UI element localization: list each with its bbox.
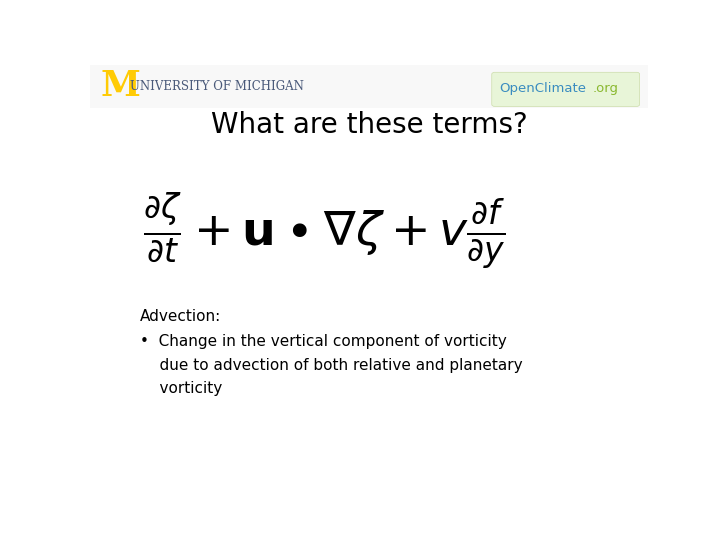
Text: M: M [100,70,140,104]
FancyBboxPatch shape [492,72,639,106]
Text: due to advection of both relative and planetary: due to advection of both relative and pl… [140,357,523,373]
Bar [90,65,648,109]
Text: .org: .org [593,83,618,96]
Text: OpenClimate: OpenClimate [499,83,586,96]
Text: •  Change in the vertical component of vorticity: • Change in the vertical component of vo… [140,334,507,349]
Text: UNIVERSITY OF MICHIGAN: UNIVERSITY OF MICHIGAN [130,80,304,93]
Text: vorticity: vorticity [140,381,222,396]
Text: What are these terms?: What are these terms? [211,111,527,139]
Text: Advection:: Advection: [140,309,222,324]
Text: $\frac{\partial \zeta}{\partial t} + \mathbf{u} \bullet \nabla \zeta + v\frac{\p: $\frac{\partial \zeta}{\partial t} + \ma… [143,190,506,272]
